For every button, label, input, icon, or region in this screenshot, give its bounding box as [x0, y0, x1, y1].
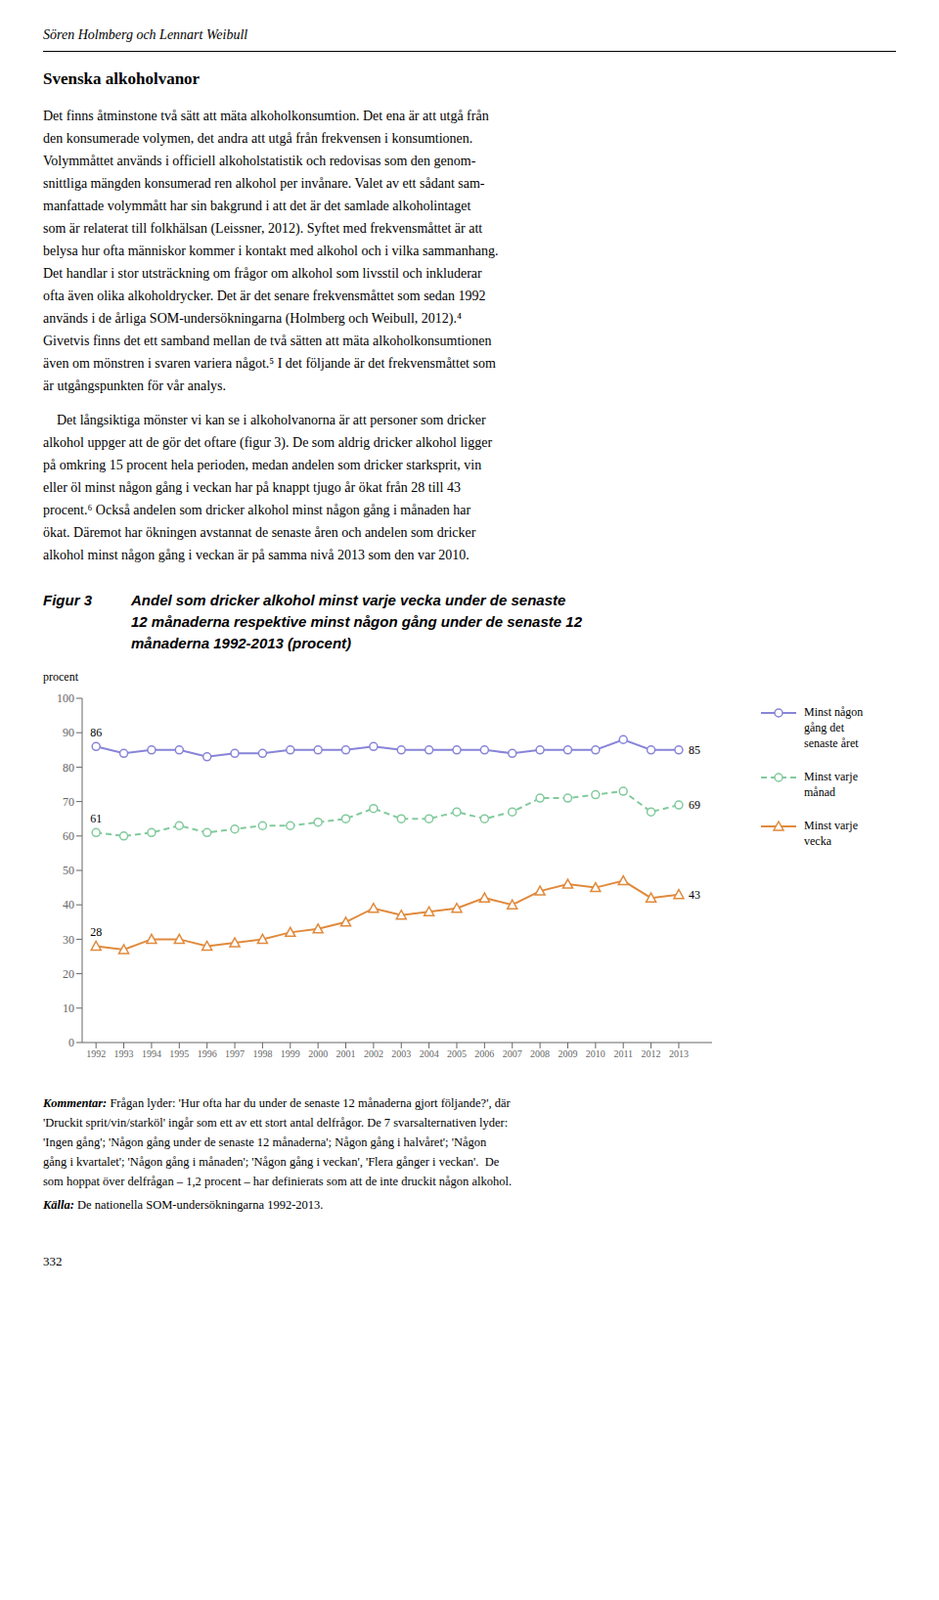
- html-text:procent.⁶ Också andelen som dr: procent.⁶ Också andelen som dricker alko…: [43, 502, 471, 518]
- svg-text:86: 86: [89, 725, 102, 740]
- html-text:månaderna 1992-2013 (procent): månaderna 1992-2013 (procent): [131, 634, 352, 652]
- svg-text:2013: 2013: [669, 1048, 689, 1060]
- svg-text:2002: 2002: [363, 1048, 384, 1060]
- html-text:ökat. Däremot har ökningen avs: ökat. Däremot har ökningen avstannat de …: [43, 525, 476, 540]
- html-text:Minst varje månad: Minst varje månad: [804, 769, 858, 800]
- svg-text:69: 69: [688, 798, 701, 812]
- svg-text:1994: 1994: [141, 1048, 162, 1060]
- html-text:'Druckit sprit/vin/starköl' in: 'Druckit sprit/vin/starköl' ingår som et…: [43, 1116, 508, 1130]
- svg-text:2003: 2003: [391, 1048, 411, 1060]
- html-text:manfattade volymmått har sin b: manfattade volymmått har sin bakgrund i …: [43, 198, 471, 214]
- svg-text:1999: 1999: [280, 1048, 301, 1060]
- html-text:belysa hur ofta människor komm: belysa hur ofta människor kommer i konta…: [43, 243, 499, 259]
- html-text:Minst varje vecka: Minst varje vecka: [804, 818, 858, 849]
- html-text:Det handlar i stor utsträcknin: Det handlar i stor utsträckning om frågo…: [43, 266, 482, 281]
- html-text:332: 332: [43, 1253, 63, 1269]
- svg-text:28: 28: [89, 925, 102, 939]
- svg-text:85: 85: [688, 743, 701, 758]
- html-text:Figur 3: Figur 3: [43, 591, 92, 609]
- svg-text:2009: 2009: [557, 1048, 578, 1060]
- svg-text:40: 40: [62, 897, 75, 912]
- html-text:Svenska alkoholvanor: Svenska alkoholvanor: [43, 69, 200, 89]
- svg-text:2010: 2010: [585, 1048, 606, 1060]
- html-text:Källa: De nationella SOM-under: Källa: De nationella SOM-undersökningarn…: [43, 1198, 324, 1212]
- html-text:Givetvis finns det ett samband: Givetvis finns det ett samband mellan de…: [43, 333, 492, 349]
- svg-text:70: 70: [62, 795, 75, 809]
- html-text:Minst någon gång det senaste å: Minst någon gång det senaste året: [804, 705, 863, 751]
- html-text:Volymmåttet används i officiel: Volymmåttet används i officiell alkohols…: [43, 153, 476, 169]
- html-text:även om mönstren i svaren vari: även om mönstren i svaren variera något.…: [43, 356, 496, 371]
- html-text:eller öl minst någon gång i ve: eller öl minst någon gång i veckan har p…: [43, 480, 461, 495]
- html-text:12 månaderna respektive minst: 12 månaderna respektive minst någon gång…: [131, 613, 582, 630]
- html-text:alkohol uppger att de gör det: alkohol uppger att de gör det oftare (fi…: [43, 435, 493, 450]
- svg-text:1993: 1993: [114, 1048, 135, 1060]
- html-text:Sören Holmberg och Lennart Wei: Sören Holmberg och Lennart Weibull: [43, 27, 248, 43]
- svg-text:50: 50: [62, 863, 75, 878]
- html-text:alkohol minst någon gång i vec: alkohol minst någon gång i veckan är på …: [43, 547, 470, 563]
- html-text:snittliga mängden konsumerad r: snittliga mängden konsumerad ren alkohol…: [43, 176, 485, 191]
- html-text:används i de årliga SOM-unders: används i de årliga SOM-undersökningarna…: [43, 311, 462, 326]
- svg-text:1996: 1996: [197, 1048, 218, 1060]
- svg-text:30: 30: [62, 933, 75, 947]
- svg-text:1997: 1997: [224, 1048, 245, 1060]
- html-text:är utgångspunkten för vår anal: är utgångspunkten för vår analys.: [43, 378, 226, 394]
- svg-text:2006: 2006: [474, 1048, 494, 1060]
- svg-text:10: 10: [62, 1001, 75, 1016]
- svg-text:2005: 2005: [447, 1048, 467, 1060]
- svg-text:80: 80: [62, 760, 75, 775]
- svg-text:60: 60: [62, 829, 75, 844]
- svg-text:100: 100: [56, 691, 75, 706]
- html-text:som är relaterat till folkhäls: som är relaterat till folkhälsan (Leissn…: [43, 221, 483, 236]
- svg-text:1998: 1998: [252, 1048, 272, 1060]
- svg-text:1992: 1992: [86, 1048, 106, 1060]
- html-text:Det finns åtminstone två sätt: Det finns åtminstone två sätt att mäta a…: [43, 108, 489, 124]
- svg-text:2012: 2012: [641, 1048, 662, 1060]
- svg-text:43: 43: [688, 888, 701, 902]
- svg-text:90: 90: [62, 725, 75, 740]
- svg-text:20: 20: [62, 967, 75, 982]
- html-text:procent: procent: [43, 670, 79, 684]
- html-text:som hoppat över delfrågan – 1,: som hoppat över delfrågan – 1,2 procent …: [43, 1174, 512, 1189]
- svg-text:2011: 2011: [613, 1048, 633, 1060]
- svg-text:2008: 2008: [530, 1048, 550, 1060]
- svg-text:2004: 2004: [419, 1048, 440, 1060]
- svg-text:2000: 2000: [308, 1048, 328, 1060]
- svg-text:2007: 2007: [502, 1048, 523, 1060]
- html-text:Det långsiktiga mönster vi kan: Det långsiktiga mönster vi kan se i alko…: [43, 412, 486, 428]
- html-text:'Ingen gång'; 'Någon gång unde: 'Ingen gång'; 'Någon gång under de senas…: [43, 1135, 487, 1150]
- html-text:ofta även olika alkoholdrycker: ofta även olika alkoholdrycker. Det är d…: [43, 288, 486, 304]
- svg-text:0: 0: [68, 1035, 75, 1050]
- svg-text:1995: 1995: [169, 1048, 189, 1060]
- svg-text:2001: 2001: [336, 1048, 357, 1060]
- html-text:Kommentar: Frågan lyder: 'Hur: Kommentar: Frågan lyder: 'Hur ofta har d…: [43, 1096, 511, 1111]
- html-text:Andel som dricker alkohol mins: Andel som dricker alkohol minst varje ve…: [131, 591, 566, 609]
- html-text:på omkring 15 procent hela per: på omkring 15 procent hela perioden, med…: [43, 457, 482, 473]
- html-text:gång i kvartalet'; 'Någon gång: gång i kvartalet'; 'Någon gång i månaden…: [43, 1155, 500, 1169]
- html-text:den konsumerade volymen, det a: den konsumerade volymen, det andra att u…: [43, 131, 473, 146]
- svg-text:61: 61: [89, 811, 102, 826]
